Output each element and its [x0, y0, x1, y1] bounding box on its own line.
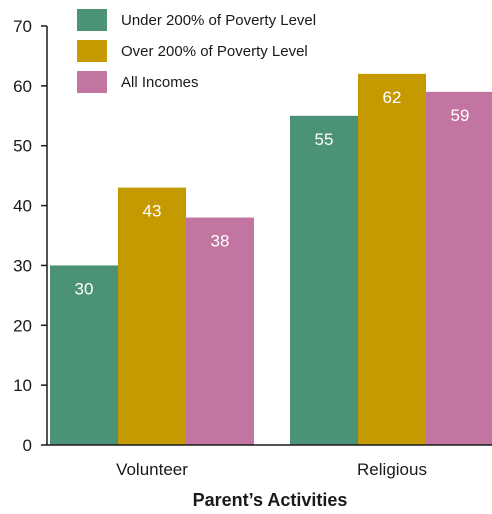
y-tick-label: 50	[13, 137, 32, 156]
bar-value-label: 62	[383, 88, 402, 107]
bar	[426, 91, 492, 445]
legend-label: All Incomes	[121, 74, 199, 91]
legend-swatch	[77, 71, 107, 93]
bar	[186, 217, 254, 445]
bar-value-label: 59	[451, 106, 470, 125]
legend: Under 200% of Poverty Level Over 200% of …	[77, 9, 316, 93]
y-tick-label: 30	[13, 256, 32, 275]
bar-value-label: 55	[315, 130, 334, 149]
legend-swatch	[77, 40, 107, 62]
bar	[290, 115, 358, 446]
y-tick-label: 40	[13, 197, 32, 216]
x-axis-title: Parent’s Activities	[193, 490, 348, 510]
bar	[118, 187, 186, 445]
bar-value-label: 43	[143, 202, 162, 221]
x-category-label: Religious	[357, 460, 427, 479]
y-axis: 0 10 20 30 40 50 60 70	[13, 17, 48, 455]
x-category-label: Volunteer	[116, 460, 188, 479]
y-tick-label: 60	[13, 77, 32, 96]
y-tick-label: 0	[23, 436, 32, 455]
y-tick-label: 20	[13, 316, 32, 335]
legend-swatch	[77, 9, 107, 31]
bar	[50, 265, 118, 445]
legend-label: Over 200% of Poverty Level	[121, 43, 308, 60]
bar	[358, 73, 426, 445]
bar-value-label: 38	[211, 232, 230, 251]
legend-label: Under 200% of Poverty Level	[121, 12, 316, 29]
y-tick-label: 70	[13, 17, 32, 36]
x-axis: Volunteer Religious	[47, 444, 492, 479]
bars: 30 43 38 55 62 59	[50, 73, 492, 446]
bar-value-label: 30	[75, 279, 94, 298]
y-tick-label: 10	[13, 376, 32, 395]
